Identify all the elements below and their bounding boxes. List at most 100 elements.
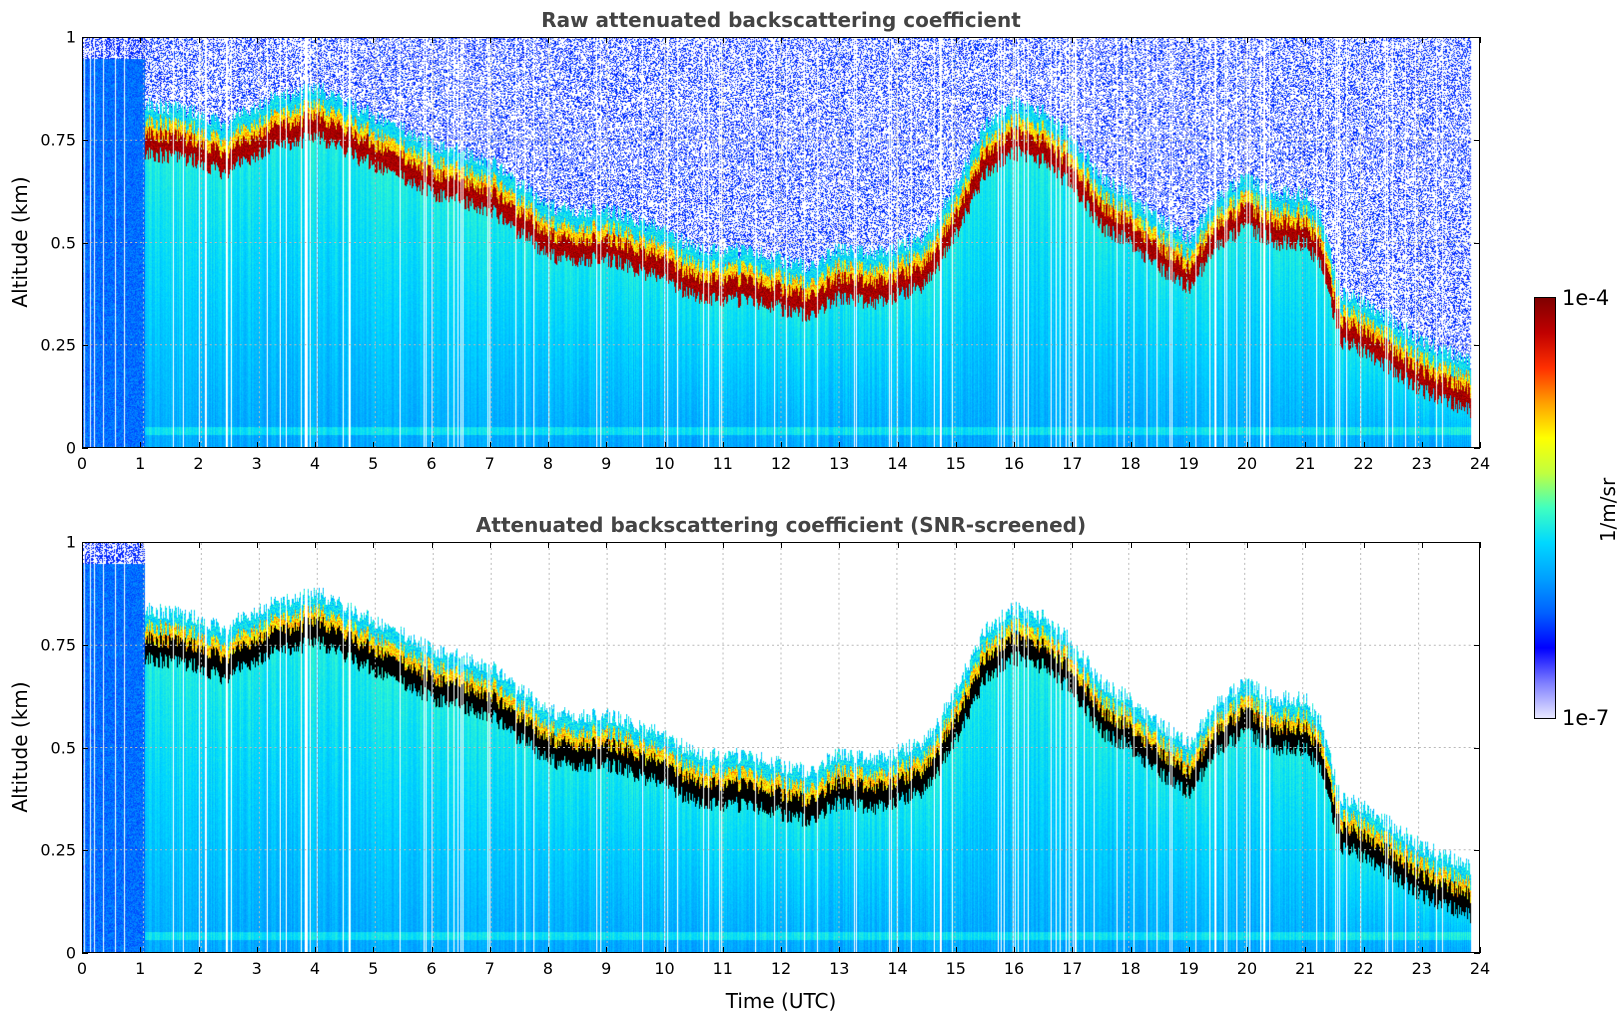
x-tick-mark — [373, 947, 375, 953]
x-tick-mark — [140, 442, 142, 448]
x-tick-label: 1 — [135, 454, 146, 473]
x-tick-mark — [431, 542, 433, 548]
x-tick-label: 13 — [829, 454, 850, 473]
x-tick-mark — [489, 37, 491, 43]
x-tick-mark — [722, 542, 724, 548]
x-tick-mark — [1480, 542, 1481, 548]
x-tick-mark — [1480, 442, 1481, 448]
y-tick-mark — [82, 242, 88, 244]
y-tick-mark — [82, 644, 88, 646]
x-tick-label: 0 — [76, 454, 88, 473]
y-tick-label: 1 — [65, 532, 76, 552]
x-tick-mark — [781, 37, 782, 43]
x-tick-label: 0 — [76, 959, 88, 978]
x-tick-label: 22 — [1353, 959, 1374, 978]
x-tick-mark — [1305, 542, 1307, 548]
y-tick-label: 0.25 — [40, 335, 76, 355]
x-tick-label: 22 — [1353, 454, 1374, 473]
y-tick-mark — [1474, 953, 1480, 954]
y-tick-label: 0.5 — [50, 738, 76, 757]
x-tick-label: 4 — [309, 454, 321, 473]
x-tick-mark — [431, 442, 433, 448]
x-tick-label: 1 — [135, 959, 146, 978]
x-tick-mark — [548, 542, 549, 548]
panel1-title: Raw attenuated backscattering coefficien… — [541, 8, 1021, 32]
x-tick-mark — [1130, 442, 1132, 448]
x-tick-label: 2 — [193, 959, 204, 978]
panel1-grid — [85, 38, 1477, 447]
x-tick-label: 24 — [1469, 454, 1491, 473]
y-tick-mark — [1474, 448, 1480, 449]
x-tick-mark — [315, 947, 316, 953]
x-tick-mark — [1014, 542, 1015, 548]
x-tick-mark — [1421, 542, 1423, 548]
x-tick-mark — [315, 37, 316, 43]
x-tick-mark — [1130, 947, 1132, 953]
x-tick-mark — [82, 37, 83, 43]
colorbar-min-label: 1e-7 — [1562, 706, 1610, 730]
y-tick-mark — [1474, 242, 1480, 244]
x-tick-mark — [82, 542, 83, 548]
x-tick-mark — [1014, 442, 1015, 448]
x-tick-mark — [1188, 947, 1190, 953]
y-tick-mark — [82, 747, 88, 749]
y-tick-mark — [1474, 139, 1480, 141]
y-tick-mark — [82, 345, 88, 347]
y-tick-mark — [82, 37, 88, 38]
x-tick-mark — [839, 542, 841, 548]
x-tick-label: 10 — [654, 959, 675, 978]
x-tick-mark — [1188, 542, 1190, 548]
x-tick-mark — [140, 37, 142, 43]
x-tick-mark — [606, 442, 608, 448]
x-tick-mark — [1480, 37, 1481, 43]
x-tick-mark — [1188, 442, 1190, 448]
y-tick-mark — [1474, 747, 1480, 749]
x-tick-mark — [315, 442, 316, 448]
x-tick-mark — [315, 542, 316, 548]
y-tick-label: 0.5 — [50, 233, 76, 252]
x-tick-label: 13 — [829, 959, 850, 978]
x-tick-mark — [489, 442, 491, 448]
x-tick-label: 3 — [251, 454, 262, 473]
x-tick-label: 5 — [368, 454, 379, 473]
colorbar-unit-label: 1/m/sr — [1596, 477, 1620, 543]
x-tick-mark — [897, 37, 899, 43]
x-tick-mark — [1421, 37, 1423, 43]
x-tick-mark — [489, 542, 491, 548]
x-tick-mark — [1305, 442, 1307, 448]
x-tick-mark — [256, 947, 258, 953]
x-tick-mark — [1363, 442, 1365, 448]
x-tick-label: 12 — [770, 959, 792, 978]
y-tick-mark — [1474, 850, 1480, 852]
x-tick-mark — [1072, 947, 1074, 953]
x-tick-label: 9 — [601, 959, 612, 978]
x-tick-mark — [1363, 542, 1365, 548]
y-tick-mark — [82, 542, 88, 543]
y-tick-label: 0.75 — [40, 130, 76, 150]
x-tick-mark — [606, 37, 608, 43]
x-tick-mark — [373, 442, 375, 448]
x-tick-mark — [198, 442, 200, 448]
x-tick-label: 6 — [426, 454, 437, 473]
x-tick-mark — [1247, 37, 1248, 43]
x-tick-label: 2 — [193, 454, 204, 473]
x-tick-label: 21 — [1295, 454, 1316, 473]
x-tick-label: 20 — [1236, 959, 1258, 978]
x-tick-mark — [722, 442, 724, 448]
panel2-title: Attenuated backscattering coefficient (S… — [475, 513, 1087, 537]
x-tick-mark — [606, 542, 608, 548]
x-tick-label: 16 — [1003, 959, 1025, 978]
x-tick-label: 6 — [426, 959, 437, 978]
x-tick-mark — [839, 947, 841, 953]
x-tick-label: 19 — [1178, 454, 1199, 473]
x-tick-mark — [664, 37, 666, 43]
x-tick-mark — [431, 37, 433, 43]
x-tick-label: 17 — [1062, 959, 1083, 978]
x-tick-mark — [256, 542, 258, 548]
x-tick-mark — [431, 947, 433, 953]
panel2-plot-area — [82, 542, 1480, 953]
x-tick-mark — [664, 542, 666, 548]
x-tick-mark — [256, 37, 258, 43]
x-tick-label: 5 — [368, 959, 379, 978]
x-tick-mark — [1130, 542, 1132, 548]
